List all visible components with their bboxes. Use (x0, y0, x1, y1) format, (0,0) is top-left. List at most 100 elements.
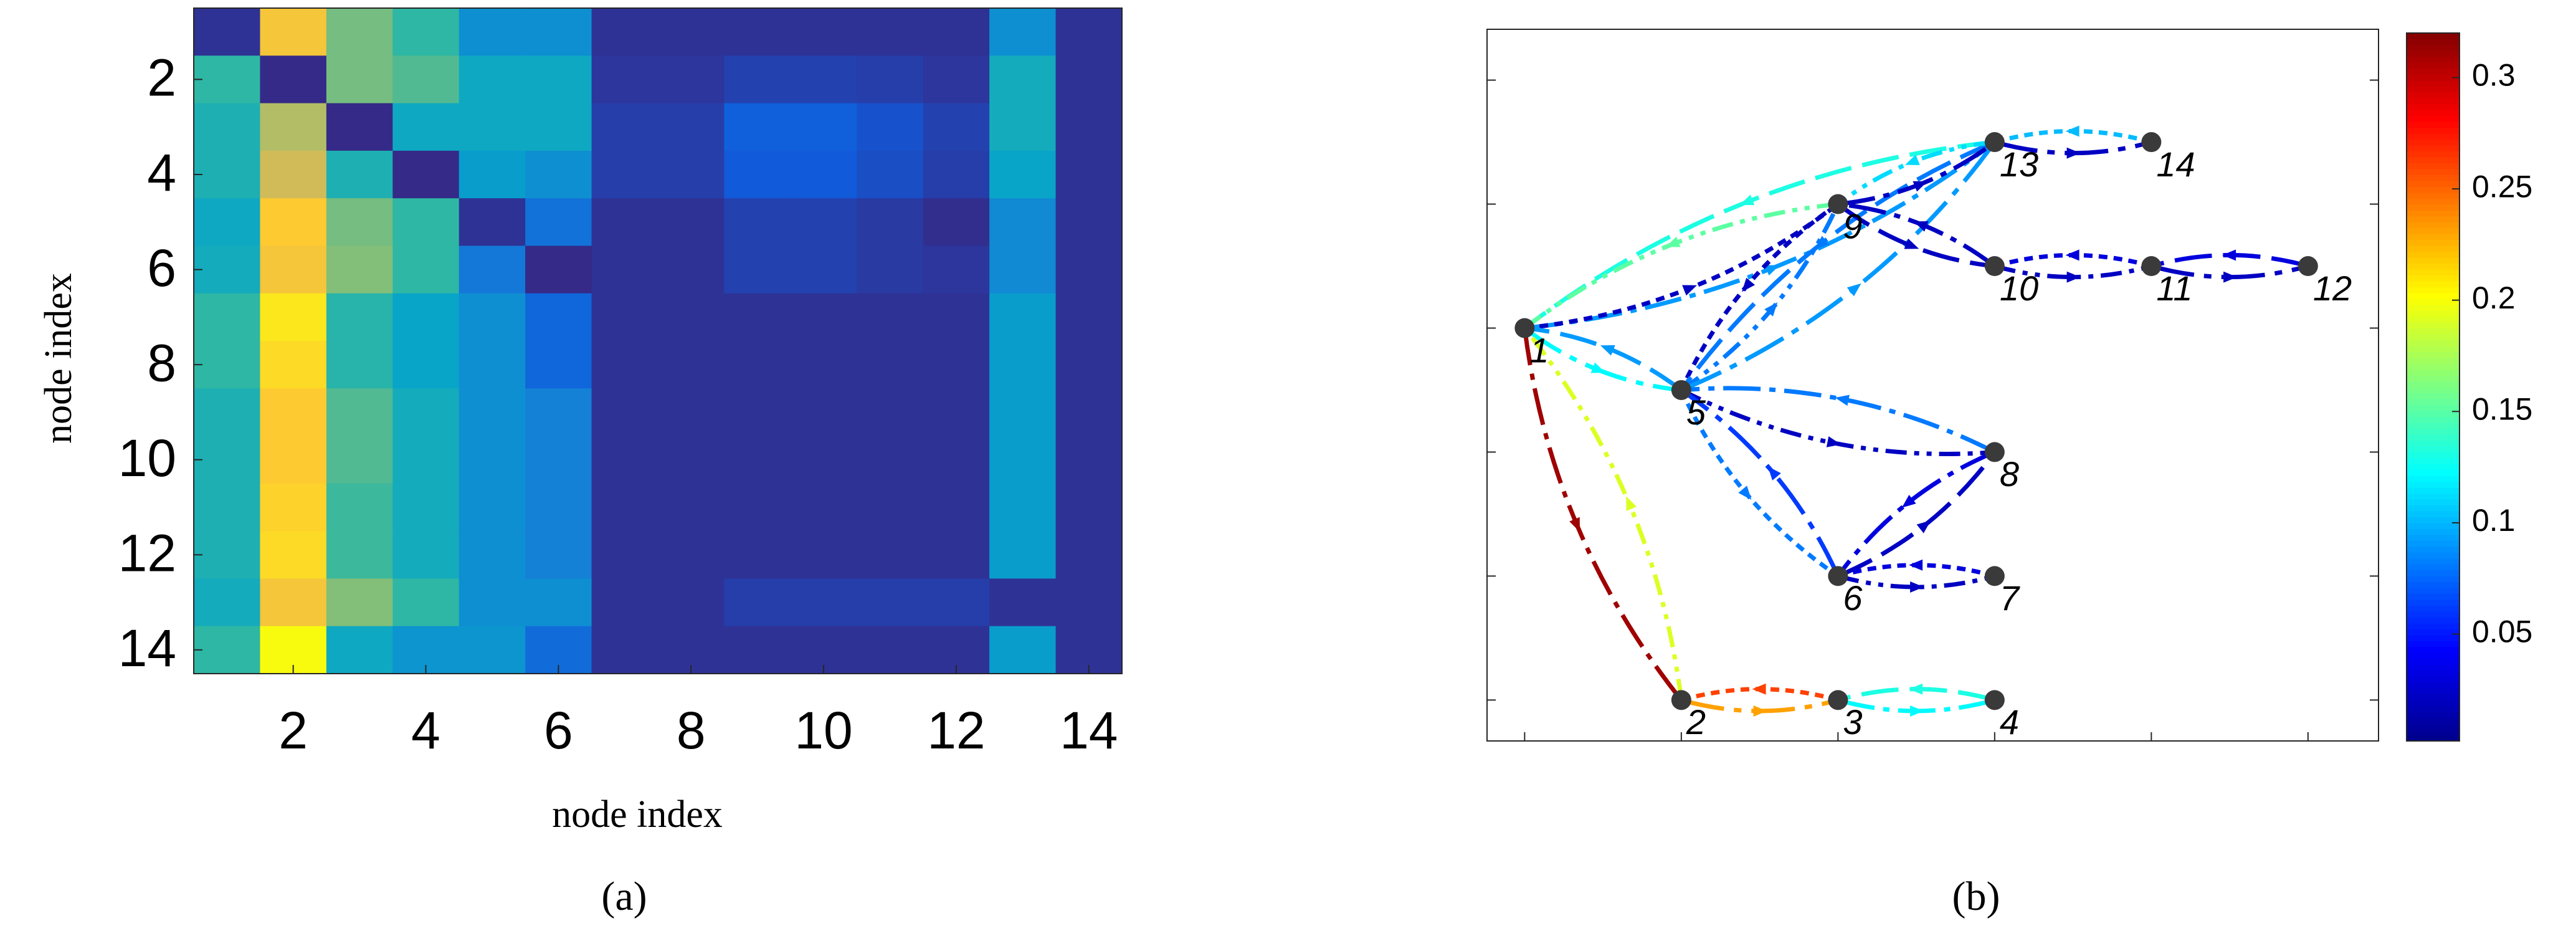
heatmap-cell (260, 103, 327, 151)
heatmap-cell (658, 388, 725, 437)
colorbar-swatch (2407, 464, 2460, 470)
heatmap-cell (326, 388, 393, 437)
heatmap-cell (857, 246, 924, 294)
colorbar-swatch (2407, 452, 2460, 459)
edge-arrow (1753, 705, 1767, 717)
colorbar-swatch (2407, 275, 2460, 282)
node-label: 7 (2000, 578, 2020, 618)
heatmap-cell (194, 293, 261, 341)
y-axis-label: node index (37, 273, 80, 444)
colorbar-swatch (2407, 670, 2460, 677)
colorbar-swatch (2407, 505, 2460, 512)
colorbar-swatch (2407, 375, 2460, 382)
colorbar-swatch (2407, 587, 2460, 595)
heatmap-cell (260, 198, 327, 247)
colorbar-swatch (2407, 487, 2460, 494)
heatmap-cell (989, 103, 1057, 151)
heatmap-cell (392, 8, 460, 56)
colorbar-swatch (2407, 393, 2460, 399)
edge-arrow (1904, 238, 1919, 249)
heatmap-cell (459, 626, 526, 674)
edge-arrow (1909, 559, 1923, 571)
plot-frame (1486, 29, 2379, 742)
heatmap-cell (194, 150, 261, 199)
colorbar-swatch (2407, 699, 2460, 706)
heatmap-cell (591, 150, 658, 199)
heatmap-cell (923, 198, 990, 247)
heatmap-cell (724, 198, 791, 247)
heatmap-cell (260, 246, 327, 294)
heatmap-cell (459, 55, 526, 104)
heatmap-cell (658, 578, 725, 627)
heatmap-cell (1055, 531, 1123, 580)
heatmap-cell (525, 55, 592, 104)
heatmap-cell (857, 483, 924, 532)
heatmap-cell (724, 341, 791, 389)
node (1984, 256, 2005, 277)
heatmap-cell (790, 531, 857, 580)
heatmap-cell (989, 8, 1057, 56)
heatmap-cell (525, 150, 592, 199)
node-label: 1 (1529, 330, 1549, 370)
colorbar-swatch (2407, 33, 2460, 40)
edge-arrow (1767, 466, 1781, 481)
colorbar-swatch (2407, 269, 2460, 275)
heatmap-cell (459, 341, 526, 389)
heatmap-cell (392, 293, 460, 341)
colorbar-swatch (2407, 646, 2460, 653)
y-tick-label: 2 (147, 49, 176, 107)
colorbar-swatch (2407, 369, 2460, 376)
node-label: 13 (2000, 145, 2038, 184)
heatmap-cell (591, 198, 658, 247)
heatmap-cell (194, 341, 261, 389)
heatmap-cell (326, 55, 393, 104)
colorbar-swatch (2407, 133, 2460, 140)
edge-arrow (1909, 683, 1923, 695)
colorbar-swatch (2407, 351, 2460, 358)
colorbar-swatch (2407, 522, 2460, 529)
heatmap-cell (194, 388, 261, 437)
heatmap-cell (658, 483, 725, 532)
heatmap-cell (591, 626, 658, 674)
node (1828, 194, 1848, 214)
heatmap-cell (459, 8, 526, 56)
colorbar-swatch (2407, 617, 2460, 624)
heatmap-cell (857, 103, 924, 151)
heatmap-cell (857, 531, 924, 580)
heatmap-cell (989, 483, 1057, 532)
heatmap-cell (790, 341, 857, 389)
plot-frame (193, 7, 1123, 674)
heatmap-cell (790, 483, 857, 532)
colorbar-swatch (2407, 221, 2460, 229)
heatmap-cell (1055, 483, 1123, 532)
heatmap-cell (658, 246, 725, 294)
edge (1837, 574, 1995, 590)
colorbar-swatch (2407, 340, 2460, 346)
colorbar-swatch (2407, 735, 2460, 742)
heatmap-cell (1055, 341, 1123, 389)
x-tick-label: 6 (544, 701, 573, 760)
node-label: 8 (2000, 454, 2019, 494)
heatmap-cell (525, 436, 592, 484)
colorbar-swatch (2407, 292, 2460, 299)
heatmap-cell (1055, 8, 1123, 56)
heatmap-cell (1055, 246, 1123, 294)
edge-arrow (1904, 155, 1920, 165)
colorbar-swatch (2407, 623, 2460, 629)
colorbar-swatch (2407, 304, 2460, 311)
colorbar-swatch (2407, 599, 2460, 606)
heatmap-cell (194, 531, 261, 580)
heatmap-cell (194, 436, 261, 484)
colorbar-tick-label: 0.15 (2472, 391, 2532, 426)
heatmap-cell (790, 103, 857, 151)
heatmap-cell (326, 531, 393, 580)
heatmap-cell (392, 483, 460, 532)
edge-arrow (1752, 683, 1766, 695)
colorbar-tick-label: 0.2 (2472, 280, 2516, 315)
heatmap-cell (194, 55, 261, 104)
heatmap-cell (989, 55, 1057, 104)
colorbar-swatch (2407, 163, 2460, 170)
node-label: 9 (1843, 206, 1862, 246)
edge-arrow (1738, 485, 1752, 500)
